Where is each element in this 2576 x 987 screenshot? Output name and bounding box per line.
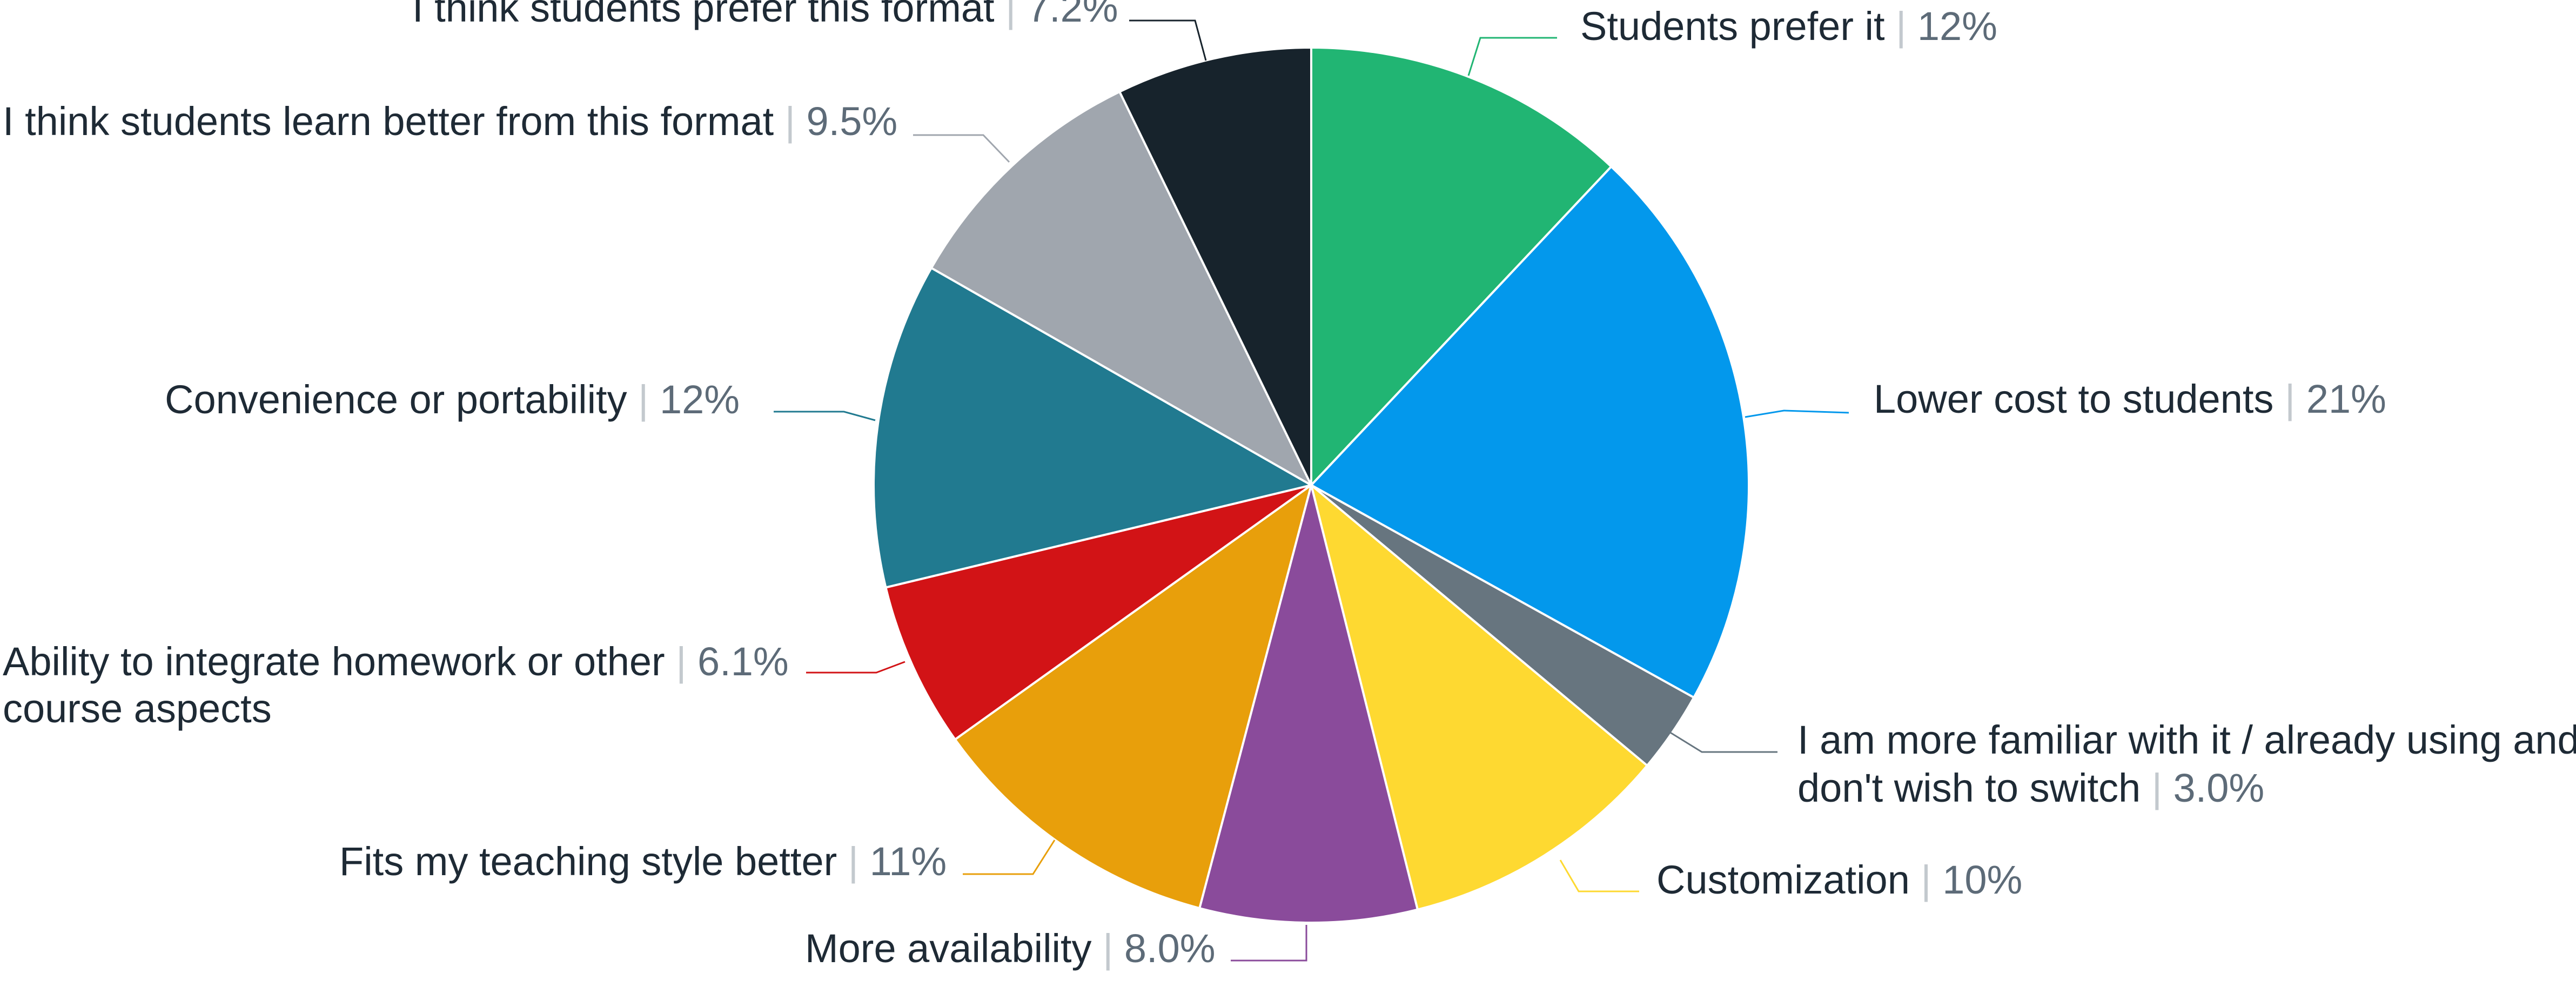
slice-label: I think students learn better from this … [3, 99, 897, 144]
slice-label: Customization | 10% [1656, 857, 2022, 902]
leader-line [1129, 21, 1206, 61]
leader-line [913, 135, 1009, 162]
leader-line [1560, 860, 1639, 891]
slice-label: Students prefer it | 12% [1580, 4, 1997, 49]
slice-label: Ability to integrate homework or other |… [3, 639, 789, 731]
leader-line [806, 662, 905, 673]
leader-line [963, 840, 1055, 874]
leader-line [1669, 732, 1777, 752]
leader-line [1745, 411, 1849, 417]
pie-slices [874, 48, 1749, 923]
slice-label: Convenience or portability | 12% [165, 377, 740, 422]
slice-label: I think students prefer this format | 7.… [412, 0, 1118, 30]
slice-label: Fits my teaching style better | 11% [339, 839, 947, 884]
slice-label: More availability | 8.0% [805, 926, 1216, 971]
slice-label: I am more familiar with it / already usi… [1797, 717, 2576, 810]
leader-line [1231, 925, 1306, 961]
slice-label: Lower cost to students | 21% [1874, 377, 2386, 421]
leader-line [1468, 38, 1557, 76]
leader-line [774, 412, 875, 420]
